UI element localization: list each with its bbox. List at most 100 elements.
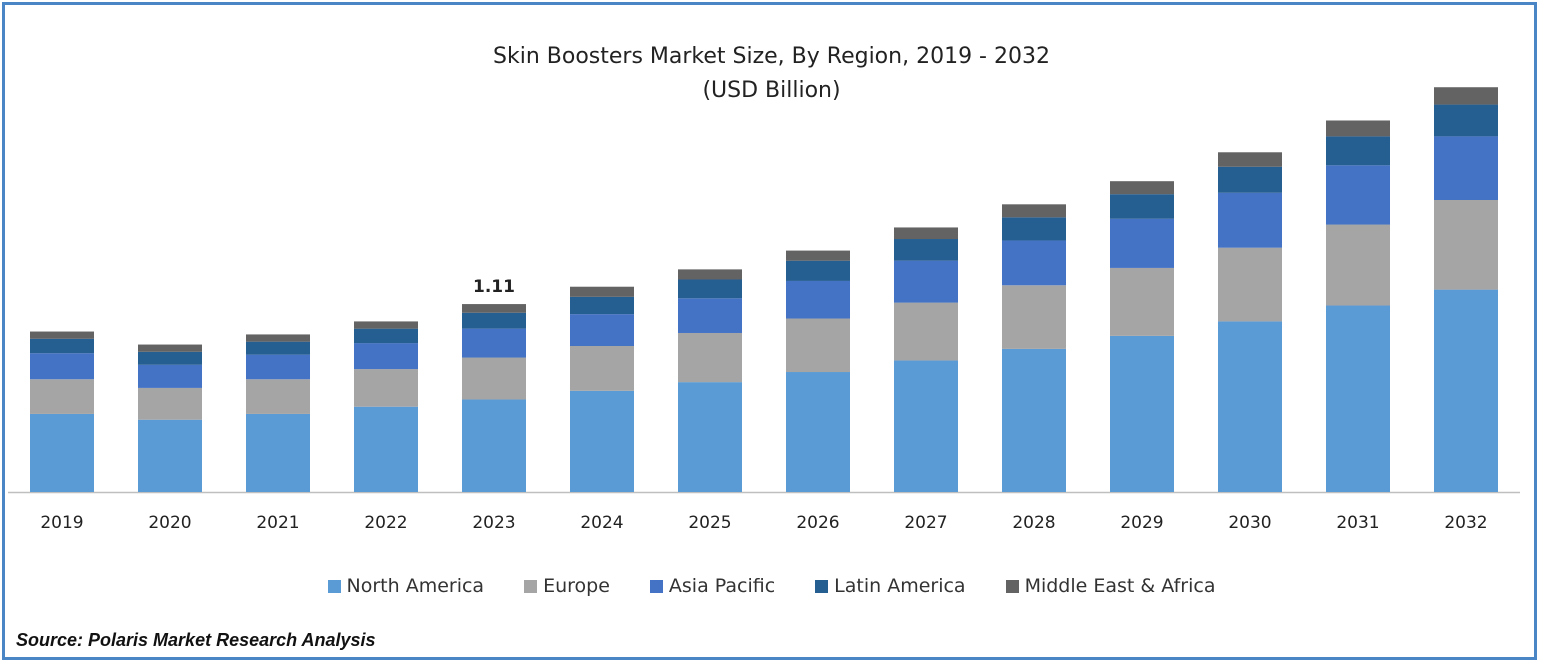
bar-segment-2031-asia-pacific <box>1326 165 1390 225</box>
bar-segment-2024-asia-pacific <box>570 314 634 346</box>
bar-segment-2020-europe <box>138 387 202 420</box>
x-tick-label-2021: 2021 <box>256 513 299 533</box>
bar-segment-2021-europe <box>246 379 310 414</box>
bar-segment-2019-europe <box>30 379 94 414</box>
legend-swatch <box>815 579 829 593</box>
bar-segment-2020-north-america <box>138 419 202 492</box>
bar-segment-2026-middle-east-africa <box>786 250 850 261</box>
bar-segment-2032-europe <box>1434 199 1498 290</box>
x-tick-label-2024: 2024 <box>580 513 623 533</box>
x-tick-label-2027: 2027 <box>904 513 947 533</box>
bar-segment-2025-latin-america <box>678 279 742 299</box>
bar-segment-2023-middle-east-africa <box>462 304 526 313</box>
bar-segment-2022-middle-east-africa <box>354 321 418 329</box>
bar-segment-2028-latin-america <box>1002 217 1066 241</box>
bar-segment-2023-latin-america <box>462 312 526 329</box>
bar-segment-2023-europe <box>462 357 526 400</box>
bar-segment-2027-europe <box>894 302 958 361</box>
legend-item-asia-pacific: Asia Pacific <box>649 575 776 597</box>
x-tick-label-2020: 2020 <box>148 513 191 533</box>
bar-segment-2020-middle-east-africa <box>138 344 202 352</box>
legend-item-europe: Europe <box>524 575 610 597</box>
chart-title-block: Skin Boosters Market Size, By Region, 20… <box>0 40 1543 108</box>
bar-segment-2027-latin-america <box>894 239 958 261</box>
bar-segment-2026-asia-pacific <box>786 280 850 319</box>
bar-segment-2032-asia-pacific <box>1434 136 1498 200</box>
bar-segment-2019-latin-america <box>30 338 94 354</box>
bar-segment-2026-europe <box>786 318 850 373</box>
bar-segment-2019-asia-pacific <box>30 353 94 380</box>
legend-item-middle-east-africa: Middle East & Africa <box>1005 575 1216 597</box>
legend-item-latin-america: Latin America <box>815 575 966 597</box>
legend-swatch <box>327 579 341 593</box>
x-tick-label-2032: 2032 <box>1444 513 1487 533</box>
x-tick-label-2022: 2022 <box>364 513 407 533</box>
bar-segment-2022-north-america <box>354 406 418 492</box>
chart-subtitle: (USD Billion) <box>702 78 841 103</box>
bar-segment-2027-north-america <box>894 360 958 492</box>
legend-label: Asia Pacific <box>668 575 776 597</box>
bar-segment-2022-latin-america <box>354 328 418 344</box>
x-tick-label-2028: 2028 <box>1012 513 1055 533</box>
x-tick-label-2023: 2023 <box>472 513 515 533</box>
legend-swatch <box>1005 579 1019 593</box>
source-note: Source: Polaris Market Research Analysis <box>16 630 376 650</box>
chart-legend: North America Europe Asia Pacific Latin Ame… <box>0 575 1543 597</box>
bar-segment-2029-asia-pacific <box>1110 218 1174 268</box>
bar-segment-2028-europe <box>1002 285 1066 349</box>
bar-segment-2024-latin-america <box>570 296 634 315</box>
legend-label: Middle East & Africa <box>1024 575 1216 597</box>
x-tick-label-2025: 2025 <box>688 513 731 533</box>
data-label-2023: 1.11 <box>473 277 515 297</box>
bar-segment-2022-europe <box>354 369 418 407</box>
bar-segment-2030-latin-america <box>1218 166 1282 193</box>
bar-segment-2024-middle-east-africa <box>570 286 634 297</box>
bar-segment-2031-middle-east-africa <box>1326 120 1390 137</box>
bar-segment-2031-north-america <box>1326 305 1390 492</box>
bar-segment-2029-middle-east-africa <box>1110 181 1174 195</box>
bar-segment-2019-north-america <box>30 413 94 492</box>
bar-segment-2032-middle-east-africa <box>1434 87 1498 105</box>
bar-segment-2025-middle-east-africa <box>678 269 742 280</box>
x-tick-label-2019: 2019 <box>40 513 83 533</box>
legend-label: Europe <box>543 575 610 597</box>
bar-segment-2032-latin-america <box>1434 104 1498 137</box>
x-tick-label-2031: 2031 <box>1336 513 1379 533</box>
legend-swatch <box>649 579 663 593</box>
bar-segment-2021-asia-pacific <box>246 354 310 380</box>
bar-segment-2031-latin-america <box>1326 136 1390 166</box>
bar-segment-2021-middle-east-africa <box>246 334 310 342</box>
bar-segment-2025-north-america <box>678 382 742 492</box>
bar-segment-2028-asia-pacific <box>1002 240 1066 286</box>
x-tick-label-2029: 2029 <box>1120 513 1163 533</box>
bar-segment-2019-middle-east-africa <box>30 331 94 339</box>
bar-segment-2023-north-america <box>462 399 526 492</box>
bar-segment-2027-asia-pacific <box>894 260 958 303</box>
bar-segment-2028-north-america <box>1002 348 1066 492</box>
bar-segment-2028-middle-east-africa <box>1002 204 1066 218</box>
legend-item-north-america: North America <box>327 575 485 597</box>
bar-segment-2026-north-america <box>786 372 850 492</box>
bar-segment-2029-latin-america <box>1110 194 1174 219</box>
bar-segment-2021-latin-america <box>246 341 310 355</box>
bar-segment-2031-europe <box>1326 224 1390 306</box>
legend-label: North America <box>346 575 485 597</box>
legend-label: Latin America <box>834 575 966 597</box>
bar-segment-2029-europe <box>1110 267 1174 336</box>
bar-segment-2026-latin-america <box>786 260 850 281</box>
bar-segment-2032-north-america <box>1434 289 1498 492</box>
bar-segment-2023-asia-pacific <box>462 328 526 358</box>
bar-segment-2024-north-america <box>570 390 634 492</box>
legend-swatch <box>524 579 538 593</box>
bar-segment-2020-latin-america <box>138 351 202 365</box>
bar-segment-2029-north-america <box>1110 335 1174 492</box>
bar-segment-2024-europe <box>570 345 634 391</box>
chart-title: Skin Boosters Market Size, By Region, 20… <box>493 44 1050 69</box>
bar-segment-2025-europe <box>678 332 742 383</box>
bar-segment-2030-europe <box>1218 247 1282 322</box>
bar-segment-2030-north-america <box>1218 321 1282 492</box>
bar-segment-2022-asia-pacific <box>354 343 418 370</box>
x-tick-label-2026: 2026 <box>796 513 839 533</box>
bar-segment-2021-north-america <box>246 413 310 492</box>
